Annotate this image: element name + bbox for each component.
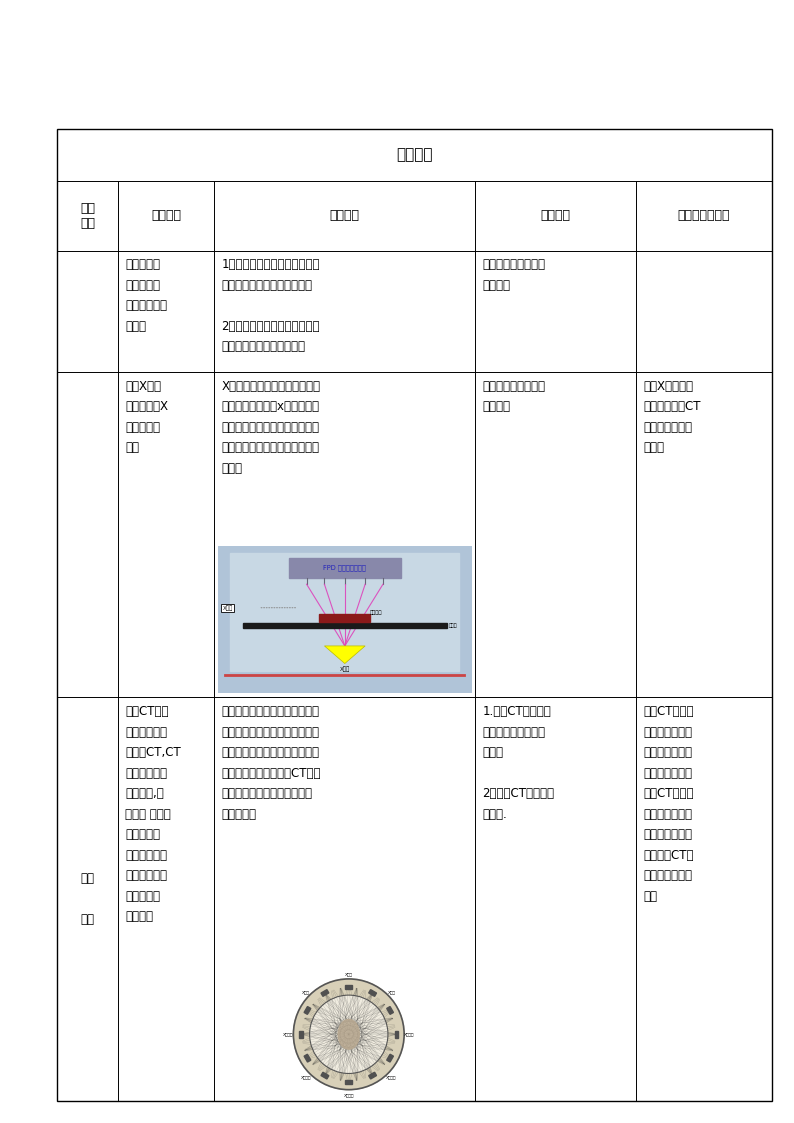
Text: 了解X光安
检机，介绍X
光的物理特
性。: 了解X光安 检机，介绍X 光的物理特 性。	[125, 380, 168, 455]
Text: 前面，我们学习了一次方程、方
程组在实际中的应用。课后，我
班数学综合实践小组的同学，经
过调查发现：医学中的CT技术
与我们现在所学的方程组有密
切的联系。: 前面，我们学习了一次方程、方 程组在实际中的应用。课后，我 班数学综合实践小组的…	[222, 705, 321, 821]
Text: 媒体作用及分析: 媒体作用及分析	[677, 209, 730, 222]
Text: 教学内容: 教学内容	[330, 209, 360, 222]
Text: 学生观察、思考，得
出结论。: 学生观察、思考，得 出结论。	[483, 380, 545, 413]
Text: 了解CT一种断
层扫描技术，不
同层面对应不同
的图象，为后面
研究CT的图象
与体素吸收值的
关系铺垫，更专
业的介绍CT在
临床上的应用价
值。: 了解CT一种断 层扫描技术，不 同层面对应不同 的图象，为后面 研究CT的图象 …	[643, 705, 694, 903]
Text: 了解普通可
见光被物体
反射、吸收、
透过。: 了解普通可 见光被物体 反射、吸收、 透过。	[125, 258, 167, 332]
Text: 教学活动: 教学活动	[396, 147, 433, 163]
Text: 1、用手电筒、遮光板做可见光
反射、吸收、透过的小实验。

2、生活实例说明可见光被物理
反射、吸收、透过的现象。: 1、用手电筒、遮光板做可见光 反射、吸收、透过的小实验。 2、生活实例说明可见光…	[222, 258, 320, 354]
Bar	[57, 129, 772, 1101]
Text: 教学
环节: 教学 环节	[80, 202, 95, 229]
Text: 调查

分享: 调查 分享	[80, 871, 94, 926]
Text: X光几乎不被物体反射，能够被
物体吸收一部分，x射线具有很
高的穿透本领，能透过许多对可
见光不透明的物质，如墨纸、木
料等。: X光几乎不被物体反射，能够被 物体吸收一部分，x射线具有很 高的穿透本领，能透过…	[222, 380, 321, 475]
Text: 学生观察、思考，得
出结论。: 学生观察、思考，得 出结论。	[483, 258, 545, 292]
Text: 环节目标: 环节目标	[151, 209, 181, 222]
Text: 了解CT的相
关基础知识：
什么是CT,CT
的工作原理，
工作程序,成
像原理 体素，
体素的吸收
值，两个体素
的总吸收值，
常见体素的
吸收值。: 了解CT的相 关基础知识： 什么是CT,CT 的工作原理， 工作程序,成 像原理…	[125, 705, 181, 923]
Text: 学生活动: 学生活动	[541, 209, 571, 222]
Text: 1.介绍CT图象的成
像原理和简单的图象
解读）

2．分享CT方面的理
论知识.: 1.介绍CT图象的成 像原理和简单的图象 解读） 2．分享CT方面的理 论知识.	[483, 705, 554, 821]
Text: 了解X光安检机
原理，为后面CT
技术的学习打下
基础。: 了解X光安检机 原理，为后面CT 技术的学习打下 基础。	[643, 380, 700, 455]
